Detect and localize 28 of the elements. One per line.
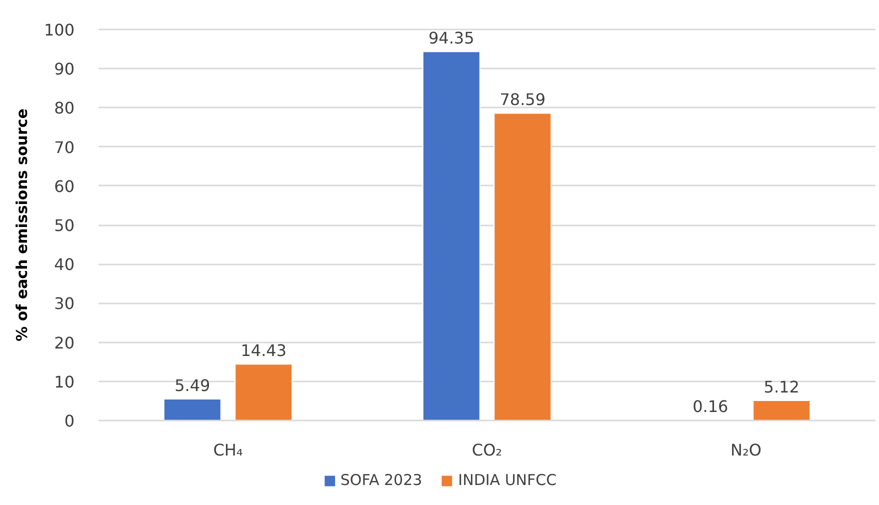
x-tick-label: CO₂ xyxy=(472,440,502,460)
data-label: 14.43 xyxy=(240,341,287,360)
bar xyxy=(234,364,293,420)
y-tick-label: 50 xyxy=(54,216,74,235)
x-tick-label: N₂O xyxy=(730,440,762,460)
y-tick-label: 80 xyxy=(54,98,74,118)
legend-label: SOFA 2023 xyxy=(340,471,422,489)
x-tick-label: CH₄ xyxy=(213,440,243,460)
y-tick-label: 90 xyxy=(54,60,74,79)
y-tick-label: 100 xyxy=(44,20,75,40)
y-tick-label: 40 xyxy=(54,255,74,274)
y-tick-label: 20 xyxy=(54,333,74,352)
data-label: 78.59 xyxy=(500,90,546,110)
legend-label: INDIA UNFCC xyxy=(458,471,557,489)
bar xyxy=(422,51,480,420)
data-label: 5.49 xyxy=(174,376,210,396)
y-tick-label: 10 xyxy=(54,372,74,392)
bar xyxy=(163,398,222,420)
y-tick-label: 60 xyxy=(54,176,74,196)
data-label: 5.12 xyxy=(764,377,800,396)
y-tick-label: 70 xyxy=(54,138,74,157)
y-axis-title: % of each emissions source xyxy=(12,108,31,342)
bar xyxy=(494,112,552,420)
y-tick-label: 0 xyxy=(64,412,75,430)
y-tick-label: 30 xyxy=(54,294,74,314)
bar xyxy=(752,400,811,420)
data-label: 94.35 xyxy=(428,28,474,48)
data-label: 0.16 xyxy=(692,396,728,416)
